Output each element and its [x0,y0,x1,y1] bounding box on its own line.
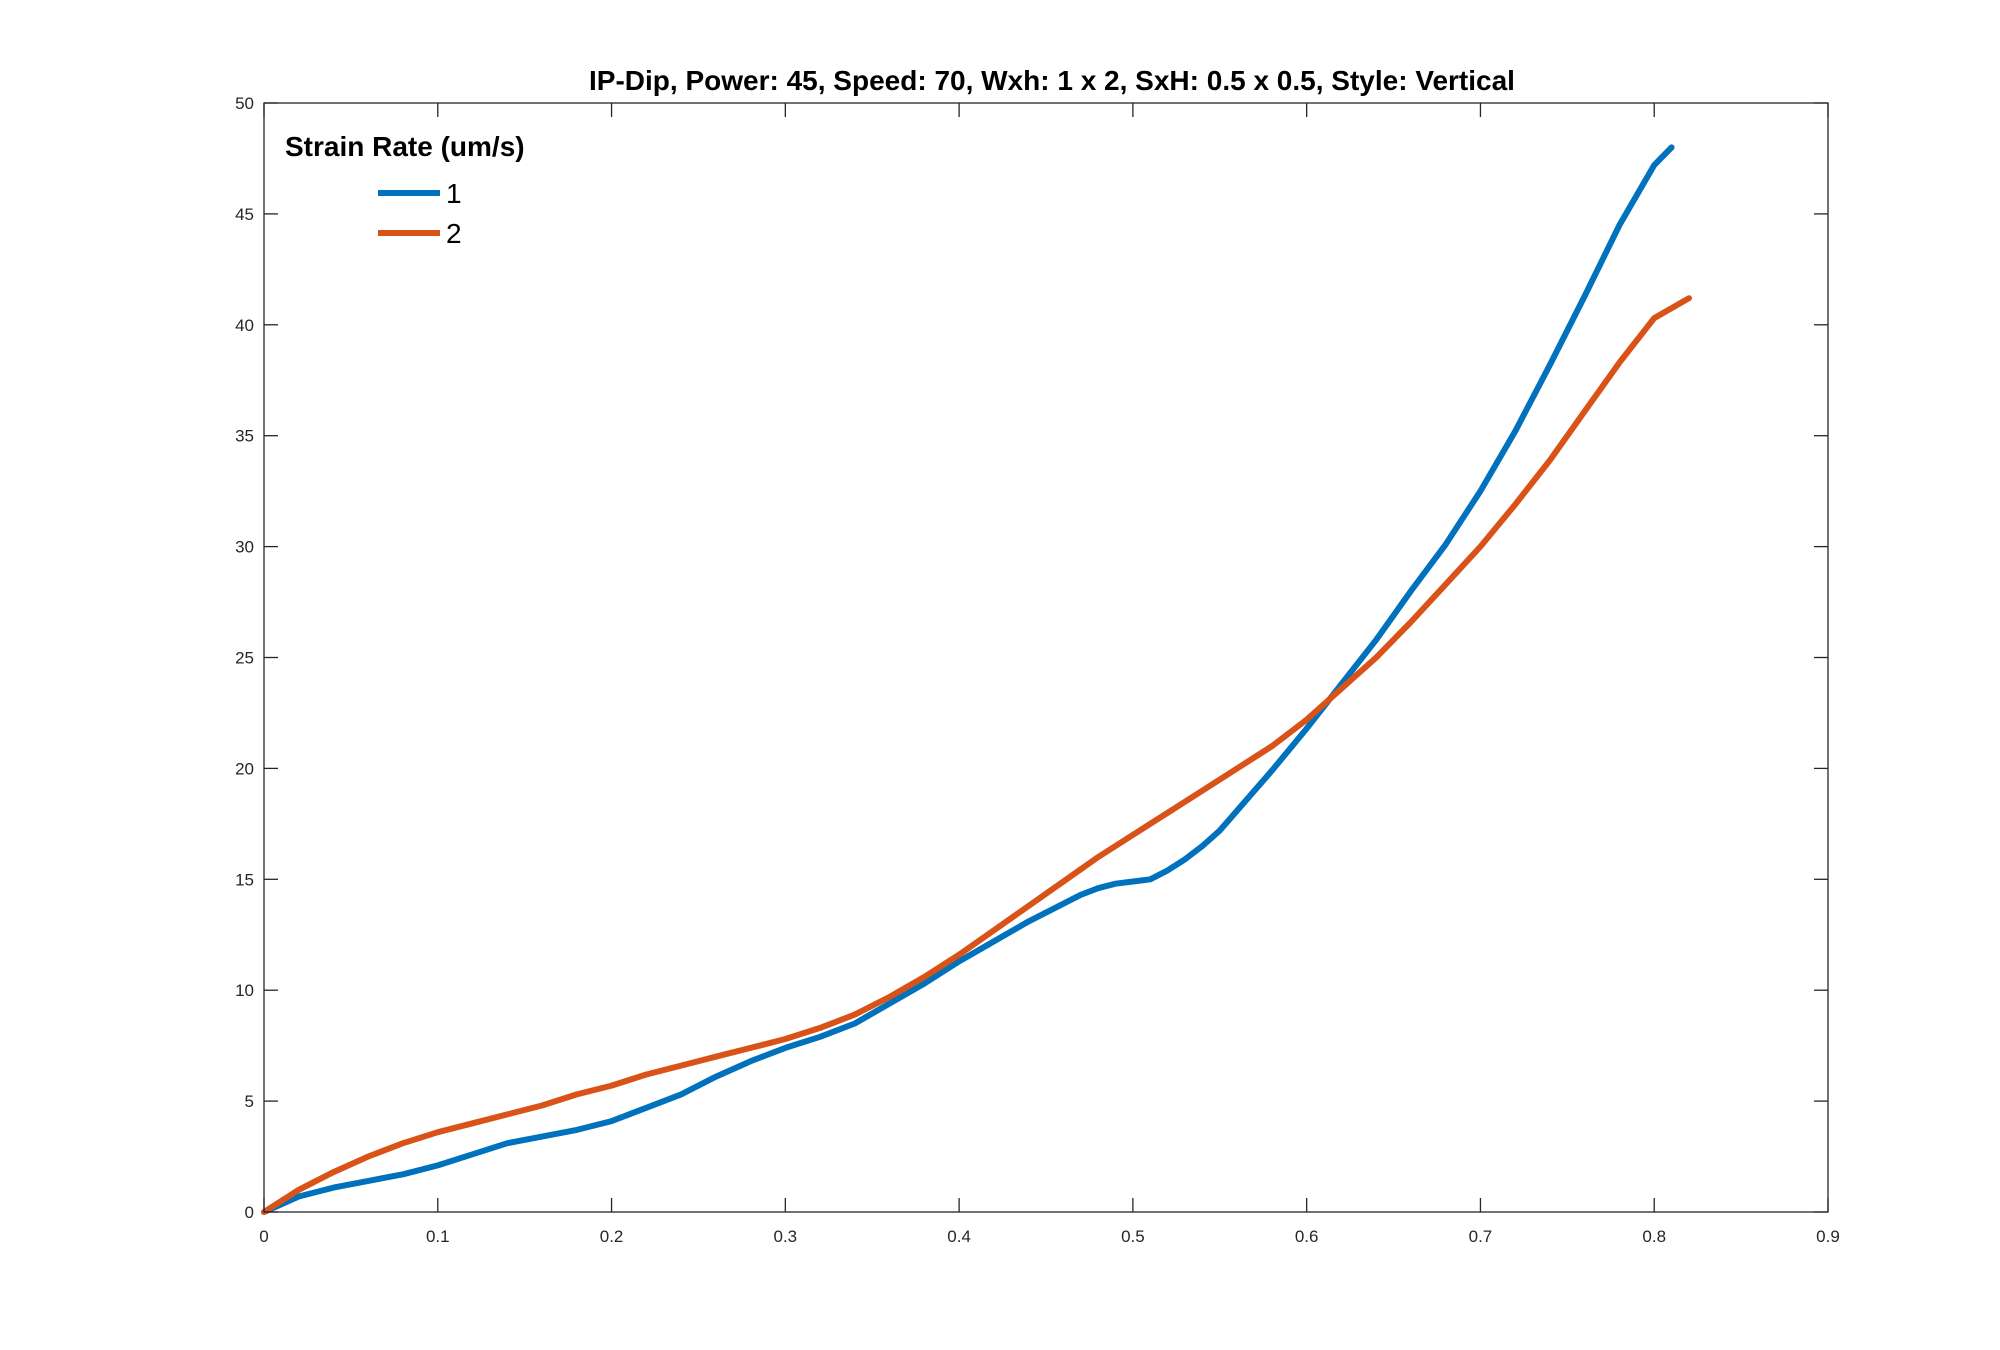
series-line-1 [261,144,1675,1215]
legend-label-2: 2 [446,218,462,249]
y-tick-label: 30 [235,538,254,557]
y-axis: 0 5 10 15 20 25 30 35 40 45 50 [235,94,1828,1222]
x-axis: 0 0.1 0.2 0.3 0.4 0.5 0.6 0.7 0.8 0.9 [259,103,1840,1246]
y-tick-label: 45 [235,205,254,224]
legend-label-1: 1 [446,178,462,209]
x-tick-label: 0 [259,1227,268,1246]
y-tick-label: 25 [235,649,254,668]
y-tick-label: 20 [235,759,254,778]
chart-title: IP-Dip, Power: 45, Speed: 70, Wxh: 1 x 2… [589,65,1515,96]
legend: Strain Rate (um/s) 1 2 [285,131,525,249]
y-tick-label: 0 [245,1203,254,1222]
x-tick-label: 0.5 [1121,1227,1145,1246]
y-tick-label: 35 [235,427,254,446]
y-tick-label: 10 [235,981,254,1000]
series-layer [261,144,1692,1215]
legend-title: Strain Rate (um/s) [285,131,525,162]
y-tick-label: 5 [245,1092,254,1111]
series-line-2 [261,295,1692,1215]
y-tick-label: 50 [235,94,254,113]
x-tick-label: 0.8 [1642,1227,1666,1246]
x-tick-label: 0.7 [1469,1227,1493,1246]
x-tick-label: 0.1 [426,1227,450,1246]
x-tick-label: 0.2 [600,1227,624,1246]
y-tick-label: 40 [235,316,254,335]
x-tick-label: 0.9 [1816,1227,1840,1246]
y-tick-label: 15 [235,870,254,889]
x-tick-label: 0.4 [947,1227,971,1246]
x-tick-label: 0.6 [1295,1227,1319,1246]
x-tick-label: 0.3 [774,1227,798,1246]
